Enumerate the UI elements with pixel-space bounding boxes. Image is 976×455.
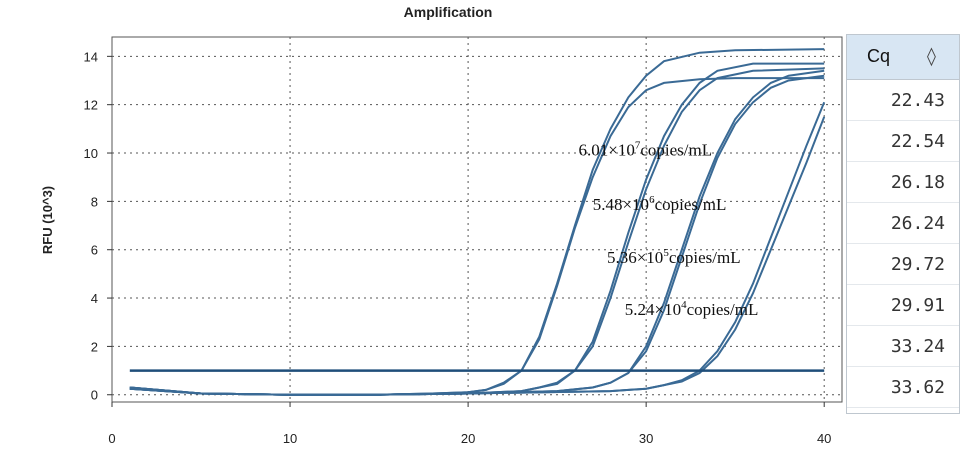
y-tick-label: 8: [91, 194, 98, 209]
cq-cell: 33.24: [847, 326, 959, 367]
x-tick-label: 0: [108, 431, 115, 446]
cq-column-header[interactable]: Cq ◊: [847, 35, 959, 80]
y-tick-label: 0: [91, 388, 98, 403]
y-tick-label: 14: [84, 49, 98, 64]
cq-cell: 22.54: [847, 121, 959, 162]
y-tick-label: 4: [91, 291, 98, 306]
concentration-label: 5.48×106copies/mL: [593, 194, 727, 214]
concentration-label: 6.01×107copies/mL: [578, 139, 712, 159]
x-tick-label: 40: [817, 431, 831, 446]
concentration-label: 5.24×104copies/mL: [625, 299, 759, 319]
amplification-curves: [129, 48, 826, 396]
y-tick-label: 12: [84, 98, 98, 113]
cq-cell: 33.62: [847, 367, 959, 408]
x-tick-label: 20: [461, 431, 475, 446]
y-tick-label: 2: [91, 339, 98, 354]
axis-ticks: 0 10 20 30 40 0 2 4 6 8 10 12 14: [84, 49, 832, 446]
cq-cell: 29.72: [847, 244, 959, 285]
y-axis-label: RFU (10^3): [40, 186, 55, 254]
grid: [112, 37, 842, 402]
cq-cell: 29.91: [847, 285, 959, 326]
cq-cell: 22.43: [847, 80, 959, 121]
concentration-label: 5.36×105copies/mL: [607, 247, 741, 267]
x-tick-label: 30: [639, 431, 653, 446]
cq-header-label: Cq: [867, 46, 891, 66]
concentration-annotations: 6.01×107copies/mL 5.48×106copies/mL 5.36×1…: [578, 139, 758, 319]
cq-cell: 26.24: [847, 203, 959, 244]
chart-title: Amplification: [404, 4, 493, 20]
y-tick-label: 10: [84, 146, 98, 161]
x-tick-label: 10: [283, 431, 297, 446]
cq-cell: 26.18: [847, 162, 959, 203]
y-tick-label: 6: [91, 243, 98, 258]
amplification-curve: [129, 116, 826, 396]
sort-diamond-icon[interactable]: ◊: [927, 46, 936, 67]
cq-table: Cq ◊ 22.43 22.54 26.18 26.24 29.72 29.91…: [846, 34, 960, 414]
plot-area: [111, 36, 843, 403]
